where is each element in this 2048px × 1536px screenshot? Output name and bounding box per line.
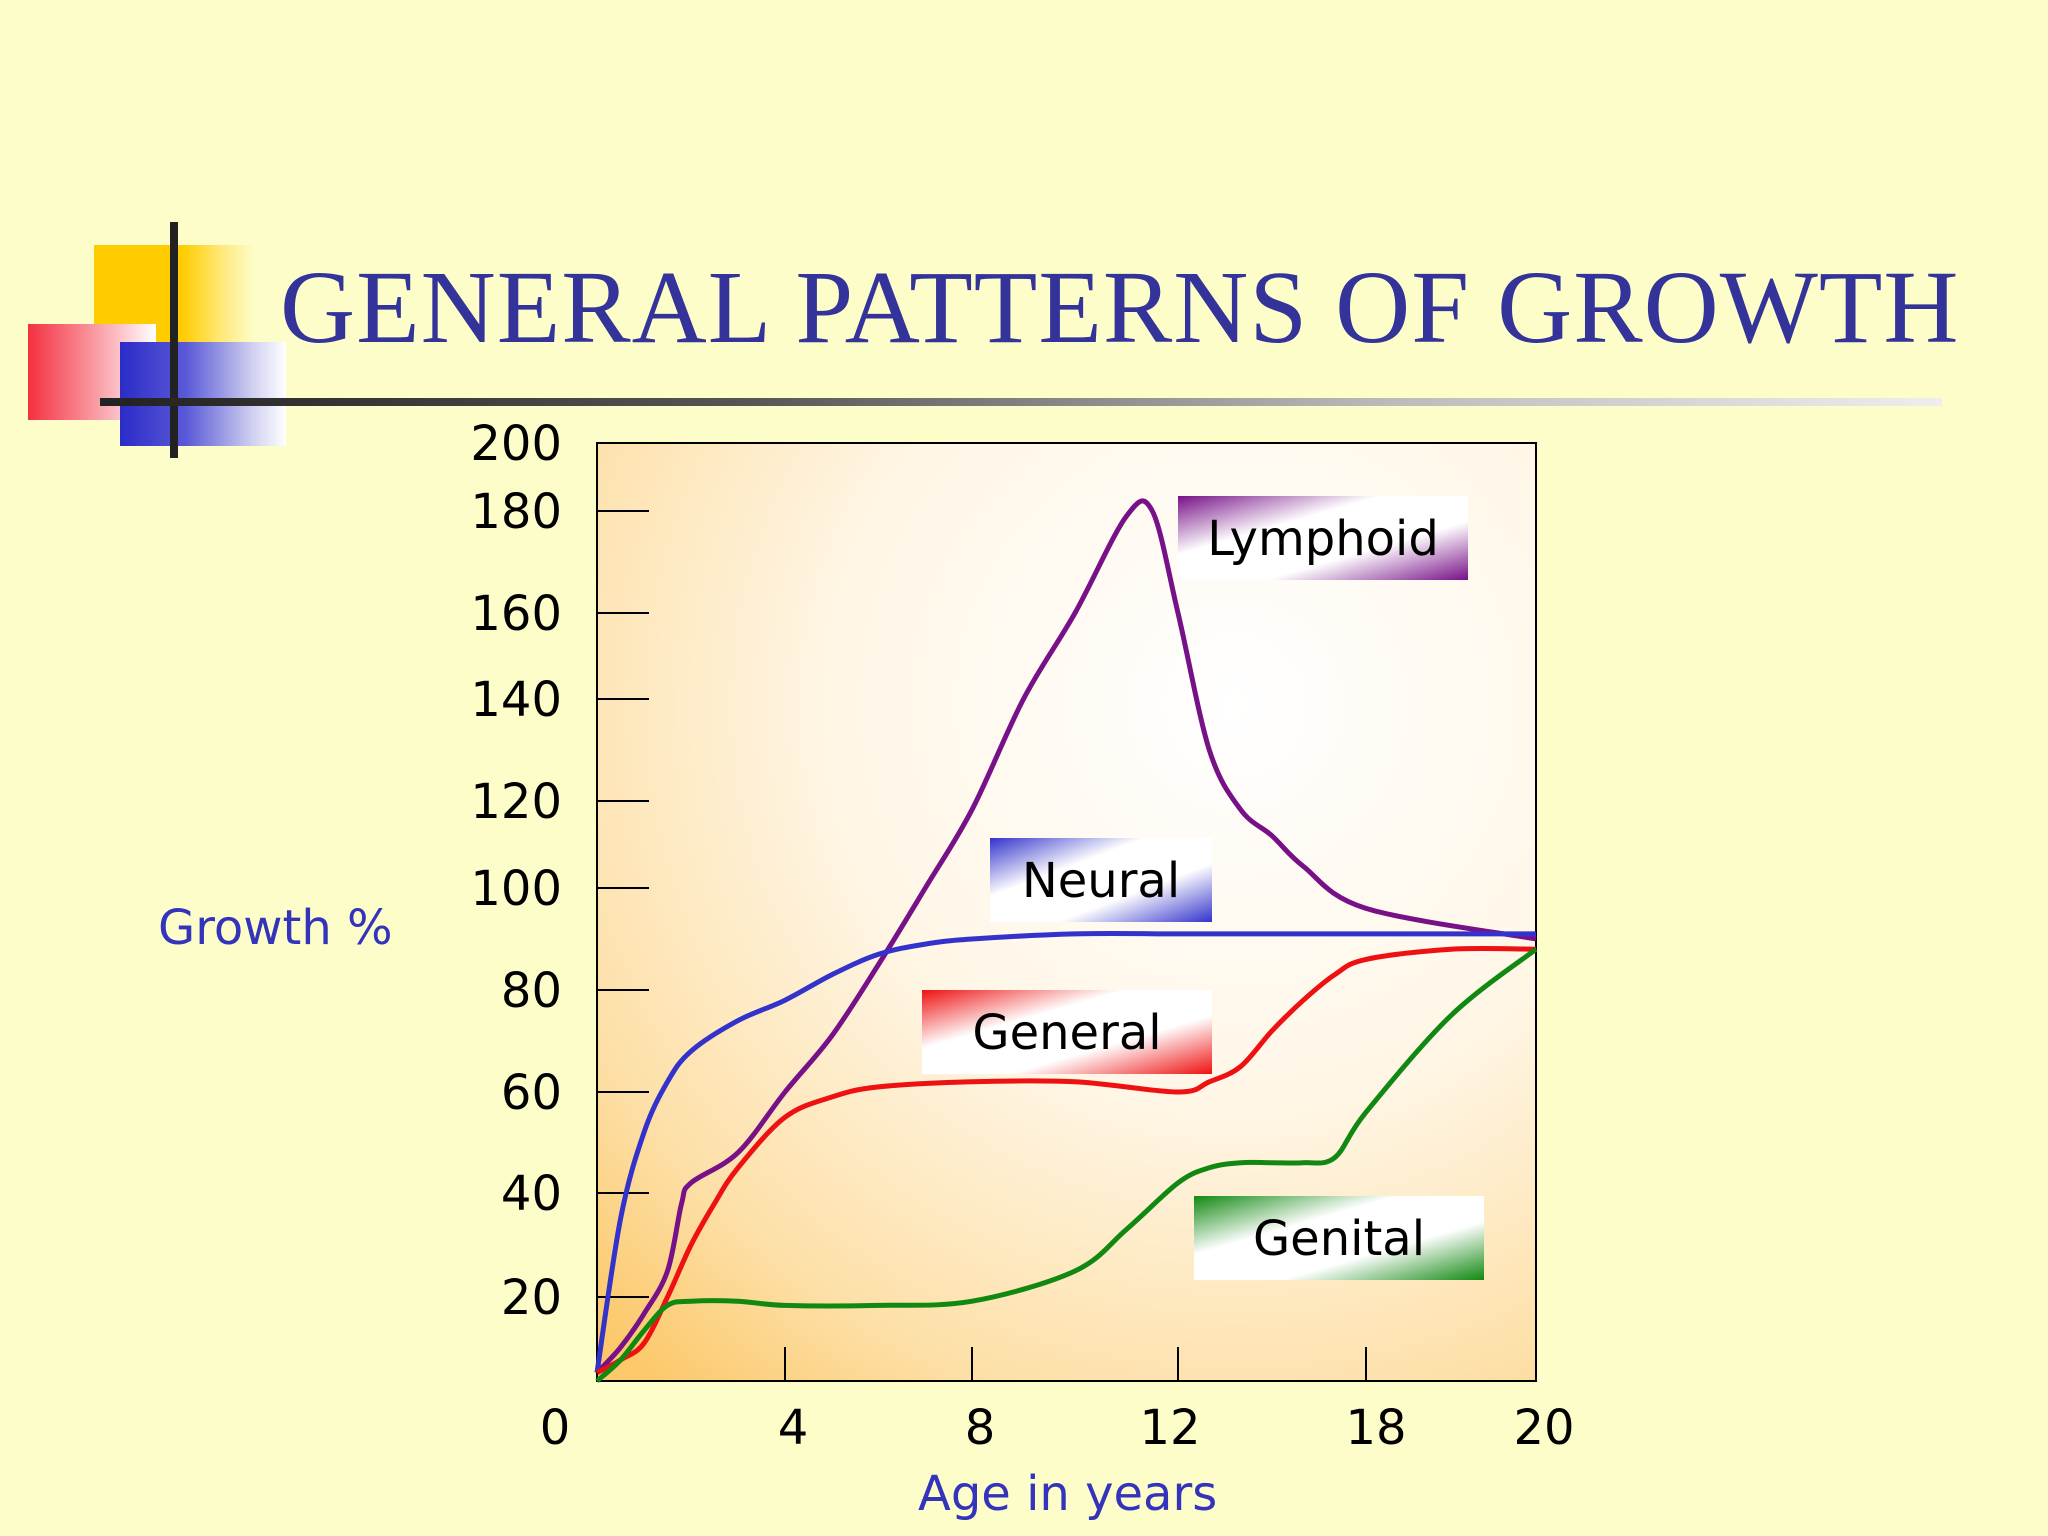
series-label-lymphoid: Lymphoid bbox=[1207, 511, 1439, 567]
x-tick-label: 0 bbox=[540, 1400, 571, 1456]
y-tick-label: 180 bbox=[470, 484, 562, 540]
series-label-box-general bbox=[922, 990, 1212, 1074]
series-label-box-neural bbox=[990, 838, 1212, 922]
series-label-box-genital bbox=[1194, 1196, 1484, 1280]
series-labels: Lymphoid Neural General Genital bbox=[922, 496, 1484, 1280]
y-tick-label: 60 bbox=[501, 1065, 562, 1121]
y-tick-label: 140 bbox=[470, 672, 562, 728]
y-tick-label: 20 bbox=[501, 1270, 562, 1326]
y-tick-label: 120 bbox=[470, 774, 562, 830]
x-tick-label: 8 bbox=[965, 1400, 996, 1456]
y-ticks: 20 40 60 80 100 120 140 160 180 200 bbox=[470, 416, 649, 1326]
y-tick-label: 200 bbox=[470, 416, 562, 472]
series-lines bbox=[594, 498, 1538, 1383]
series-line-neural bbox=[594, 931, 1536, 1373]
x-tick-label: 20 bbox=[1513, 1400, 1574, 1456]
series-label-box-lymphoid bbox=[1178, 496, 1468, 580]
page-title: GENERAL PATTERNS OF GROWTH bbox=[280, 250, 1960, 365]
series-label-neural: Neural bbox=[1022, 853, 1180, 909]
decorative-blue-square bbox=[120, 342, 286, 446]
y-tick-label: 100 bbox=[470, 861, 562, 917]
x-axis-title: Age in years bbox=[918, 1466, 1218, 1522]
y-tick-label: 40 bbox=[501, 1166, 562, 1222]
series-label-general: General bbox=[972, 1005, 1161, 1061]
x-tick-label: 12 bbox=[1139, 1400, 1200, 1456]
x-tick-label: 18 bbox=[1345, 1400, 1406, 1456]
y-axis-title: Growth % bbox=[158, 900, 393, 956]
x-tick-label: 4 bbox=[778, 1400, 809, 1456]
title-underline bbox=[100, 398, 1942, 406]
decorative-vertical-line bbox=[170, 222, 178, 458]
series-label-genital: Genital bbox=[1253, 1211, 1425, 1267]
series-line-genital bbox=[595, 947, 1538, 1383]
series-line-general bbox=[595, 945, 1537, 1375]
x-ticks: 0 4 8 12 18 20 bbox=[540, 1347, 1575, 1456]
y-tick-label: 80 bbox=[501, 963, 562, 1019]
y-tick-label: 160 bbox=[470, 586, 562, 642]
series-line-lymphoid bbox=[595, 498, 1537, 1375]
